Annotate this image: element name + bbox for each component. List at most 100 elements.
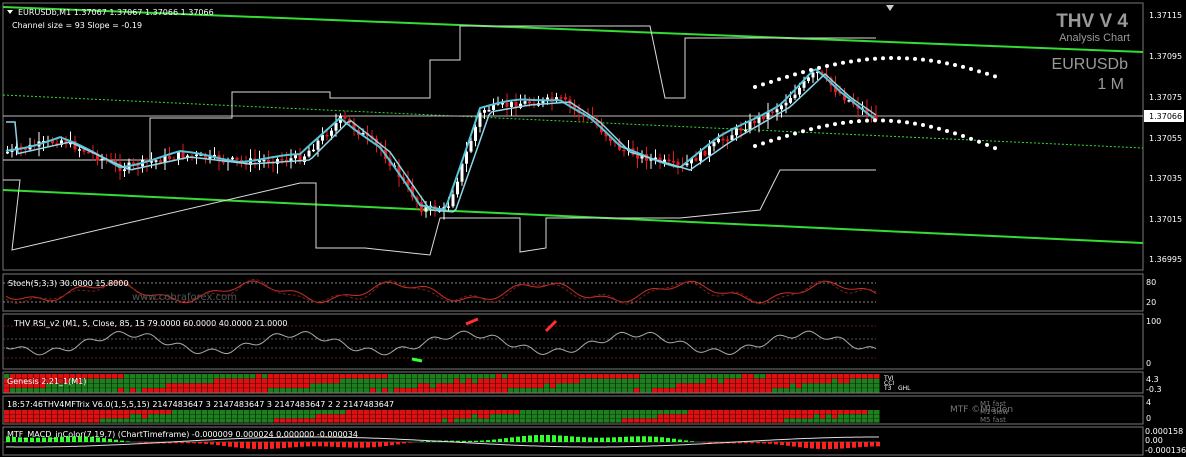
genesis-cell	[820, 388, 826, 393]
genesis-cell	[808, 383, 814, 388]
genesis-cell	[28, 378, 34, 384]
trix-cell	[454, 414, 460, 419]
trix-cell	[388, 414, 394, 419]
genesis-cell	[400, 378, 406, 384]
macd-bar	[138, 442, 142, 443]
genesis-cell	[4, 374, 10, 379]
trix-cell	[484, 410, 490, 414]
trix-cell	[388, 418, 394, 423]
trix-cell	[202, 410, 208, 414]
stoch-signal-line	[5, 278, 877, 305]
trix-cell	[58, 418, 64, 423]
candle-body	[699, 150, 702, 161]
trix-cell	[760, 414, 766, 419]
macd-bar	[336, 442, 340, 448]
genesis-cell	[790, 383, 796, 388]
trix-cell	[274, 418, 280, 423]
macd-bar	[816, 442, 820, 449]
genesis-cell	[598, 374, 604, 379]
trix-cell	[700, 418, 706, 423]
genesis-cell	[682, 388, 688, 393]
trix-cell	[322, 414, 328, 419]
trix-cell	[220, 410, 226, 414]
candle-body	[739, 128, 743, 131]
trix-cell	[808, 414, 814, 419]
candle-body	[636, 155, 639, 159]
scroll-marker-icon[interactable]	[886, 5, 894, 11]
candle-body	[294, 154, 297, 159]
stoch-panel[interactable]	[2, 273, 1144, 312]
genesis-cell	[778, 388, 784, 393]
candle-body	[262, 159, 266, 162]
trix-cell	[646, 414, 652, 419]
genesis-cell	[868, 374, 874, 379]
genesis-cell	[490, 374, 496, 379]
trix-cell	[412, 410, 418, 414]
genesis-cell	[388, 388, 394, 393]
trix-cell	[346, 418, 352, 423]
genesis-cell	[352, 378, 358, 384]
genesis-cell	[208, 378, 214, 384]
projection-dot	[833, 122, 837, 127]
trix-cell	[436, 418, 442, 423]
trix-cell	[694, 414, 700, 419]
trix-cell	[754, 414, 760, 419]
trix-tag: M5 fast	[980, 416, 1006, 424]
rsi-panel[interactable]	[2, 313, 1144, 370]
genesis-cell	[22, 378, 28, 384]
genesis-cell	[310, 378, 316, 384]
trix-cell	[52, 414, 58, 419]
trix-cell	[70, 418, 76, 423]
trix-cell	[160, 414, 166, 419]
genesis-cell	[724, 374, 730, 379]
trix-axis-top: 4	[1146, 398, 1151, 407]
main-price-panel[interactable]	[2, 2, 1144, 271]
genesis-cell	[832, 374, 838, 379]
trix-cell	[40, 410, 46, 414]
trix-tag: M1 slow	[980, 408, 1009, 416]
genesis-cell	[850, 383, 856, 388]
genesis-cell	[94, 383, 100, 388]
trix-cell	[508, 410, 514, 414]
trix-cell	[352, 410, 358, 414]
genesis-cell	[70, 388, 76, 393]
trix-cell	[322, 418, 328, 423]
genesis-cell	[4, 388, 10, 393]
genesis-cell	[406, 378, 412, 384]
trix-cell	[346, 410, 352, 414]
candle-body	[96, 153, 99, 161]
genesis-cell	[298, 374, 304, 379]
trix-cell	[16, 414, 22, 419]
trix-cell	[622, 410, 628, 414]
trix-cell	[124, 414, 130, 419]
trix-cell	[514, 410, 520, 414]
macd-bar	[54, 436, 58, 442]
genesis-cell	[322, 383, 328, 388]
candle-body	[478, 112, 482, 127]
rsi-oversold-mark	[411, 357, 423, 363]
trix-cell	[694, 418, 700, 423]
genesis-cell	[562, 374, 568, 379]
genesis-cell	[250, 388, 256, 393]
genesis-cell	[46, 378, 52, 384]
genesis-cell	[142, 388, 148, 393]
candle-body	[726, 139, 729, 142]
genesis-cell	[40, 388, 46, 393]
price-tick: 1.37015	[1149, 215, 1182, 224]
genesis-cell	[490, 388, 496, 393]
candle-body	[451, 194, 455, 207]
trix-cell	[202, 418, 208, 423]
macd-bar	[318, 442, 322, 447]
genesis-cell	[604, 378, 610, 384]
genesis-cell	[580, 388, 586, 393]
genesis-cell	[328, 374, 334, 379]
trix-cell	[64, 410, 70, 414]
genesis-cell	[406, 383, 412, 388]
projection-dot	[929, 124, 933, 129]
chart-menu-icon[interactable]	[7, 10, 13, 14]
price-axis[interactable]: 1.37115 1.37095 1.37075 1.37055 1.37035 …	[1144, 11, 1184, 264]
trix-cell	[802, 410, 808, 414]
genesis-cell	[838, 388, 844, 393]
candle-body	[474, 126, 477, 141]
